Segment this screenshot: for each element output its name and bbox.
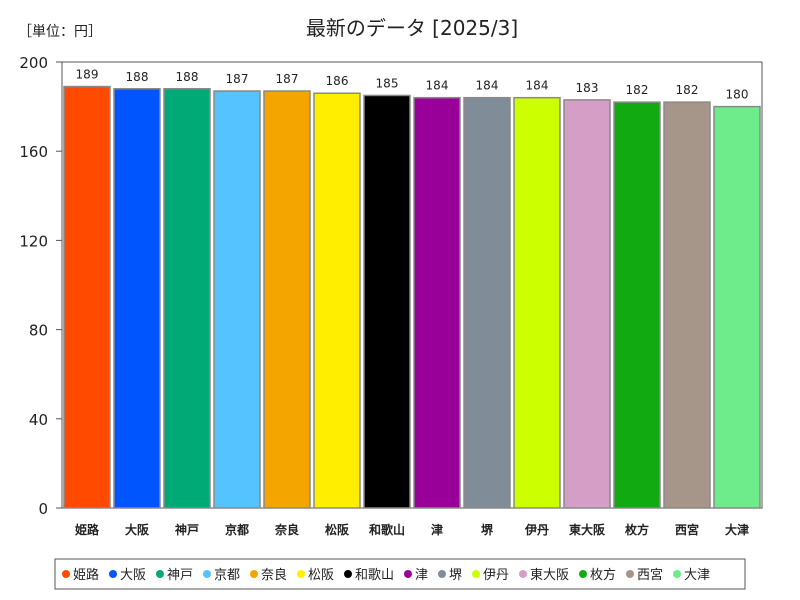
- data-label-box: [122, 65, 152, 86]
- x-tick-label: 神戸: [175, 522, 199, 537]
- data-label-box: [422, 74, 452, 95]
- x-tick-label: 大阪: [125, 522, 150, 537]
- bar: [113, 88, 161, 509]
- legend: 姫路 大阪 神戸 京都 奈良 松阪 和歌山 津 堺 伊丹 東大阪 枚方 西宮 大津: [62, 567, 710, 583]
- x-tick-label: 和歌山: [368, 522, 405, 537]
- legend-entry: 松阪: [308, 568, 334, 583]
- y-tick-label: 200: [19, 54, 48, 72]
- legend-entry: 津: [415, 568, 428, 583]
- legend-entry: 西宮: [637, 567, 663, 583]
- legend-swatch: [297, 570, 305, 578]
- legend-swatch: [203, 570, 211, 578]
- x-tick-label: 東大阪: [569, 522, 606, 537]
- data-label: 185: [376, 76, 399, 90]
- y-tick-label: 80: [29, 322, 48, 340]
- x-tick-label: 伊丹: [524, 522, 549, 537]
- legend-entry: 京都: [214, 568, 240, 583]
- data-label: 182: [626, 83, 649, 97]
- legend-entry: 伊丹: [483, 568, 509, 583]
- data-label-box: [372, 72, 402, 93]
- data-label-box: [722, 83, 752, 104]
- data-label-box: [272, 67, 302, 88]
- y-tick-label: 120: [19, 232, 48, 250]
- data-label: 183: [576, 81, 599, 95]
- legend-swatch: [404, 570, 412, 578]
- data-label: 187: [276, 72, 299, 86]
- data-label: 187: [226, 72, 249, 86]
- x-tick-label: 西宮: [675, 522, 699, 537]
- legend-entry: 東大阪: [530, 567, 569, 583]
- x-axis: 姫路 大阪 神戸 京都 奈良 松阪 和歌山 津 堺 伊丹 東大阪 枚方 西宮 大津: [75, 522, 749, 537]
- legend-swatch: [673, 570, 681, 578]
- x-tick-label: 奈良: [274, 522, 299, 537]
- bar: [713, 105, 761, 509]
- bar: [613, 101, 661, 509]
- data-label: 188: [176, 70, 199, 84]
- chart-title: 最新のデータ [2025/3]: [306, 16, 518, 40]
- legend-swatch: [438, 570, 446, 578]
- bar: [163, 88, 211, 509]
- data-label: 184: [426, 79, 449, 93]
- bar: [213, 90, 261, 509]
- legend-swatch: [250, 570, 258, 578]
- legend-entry: 和歌山: [355, 568, 394, 583]
- data-label-box: [522, 74, 552, 95]
- legend-entry: 堺: [449, 568, 462, 583]
- data-label: 182: [676, 83, 699, 97]
- legend-entry: 神戸: [167, 568, 193, 583]
- data-label-box: [572, 76, 602, 97]
- x-tick-label: 枚方: [625, 522, 649, 537]
- bar: [463, 96, 511, 509]
- bar: [313, 92, 361, 509]
- y-tick-label: 40: [29, 411, 48, 429]
- legend-swatch: [62, 570, 70, 578]
- bar: [63, 85, 111, 509]
- y-tick-label: 0: [38, 500, 48, 518]
- data-label: 186: [326, 74, 349, 88]
- data-label-box: [672, 79, 702, 100]
- bar: [413, 96, 461, 509]
- legend-swatch: [156, 570, 164, 578]
- y-axis: 0 40 80 120 160 200: [19, 54, 62, 518]
- data-label: 180: [726, 88, 749, 102]
- bar: [513, 96, 561, 509]
- legend-swatch: [579, 570, 587, 578]
- x-tick-label: 京都: [225, 522, 249, 537]
- legend-swatch: [519, 570, 527, 578]
- legend-swatch: [626, 570, 634, 578]
- bar: [563, 99, 611, 509]
- x-tick-label: 津: [431, 522, 443, 537]
- data-label: 189: [76, 68, 99, 82]
- bar: [663, 101, 711, 509]
- data-label-box: [622, 79, 652, 100]
- bar: [263, 90, 311, 509]
- legend-swatch: [109, 570, 117, 578]
- bar: [363, 94, 411, 509]
- data-label: 184: [476, 79, 499, 93]
- data-label: 184: [526, 79, 549, 93]
- legend-entry: 枚方: [590, 567, 616, 583]
- x-tick-label: 堺: [481, 522, 494, 537]
- legend-swatch: [472, 570, 480, 578]
- legend-swatch: [344, 570, 352, 578]
- y-tick-label: 160: [19, 143, 48, 161]
- legend-entry: 奈良: [261, 567, 287, 583]
- legend-entry: 大阪: [120, 568, 146, 583]
- data-label-box: [222, 67, 252, 88]
- data-labels: 189 188 188 187 187 186 185 184 184 184 183 182 182 1…: [72, 63, 752, 104]
- x-tick-label: 大津: [725, 522, 749, 537]
- bars: [63, 85, 761, 509]
- data-label: 188: [126, 70, 149, 84]
- data-label-box: [172, 65, 202, 86]
- legend-entry: 姫路: [73, 567, 99, 583]
- unit-label: ［単位：円］: [18, 24, 102, 40]
- legend-entry: 大津: [684, 568, 710, 583]
- x-tick-label: 松阪: [325, 522, 350, 537]
- data-label-box: [322, 70, 352, 91]
- data-label-box: [472, 74, 502, 95]
- x-tick-label: 姫路: [75, 522, 100, 537]
- data-label-box: [72, 63, 102, 84]
